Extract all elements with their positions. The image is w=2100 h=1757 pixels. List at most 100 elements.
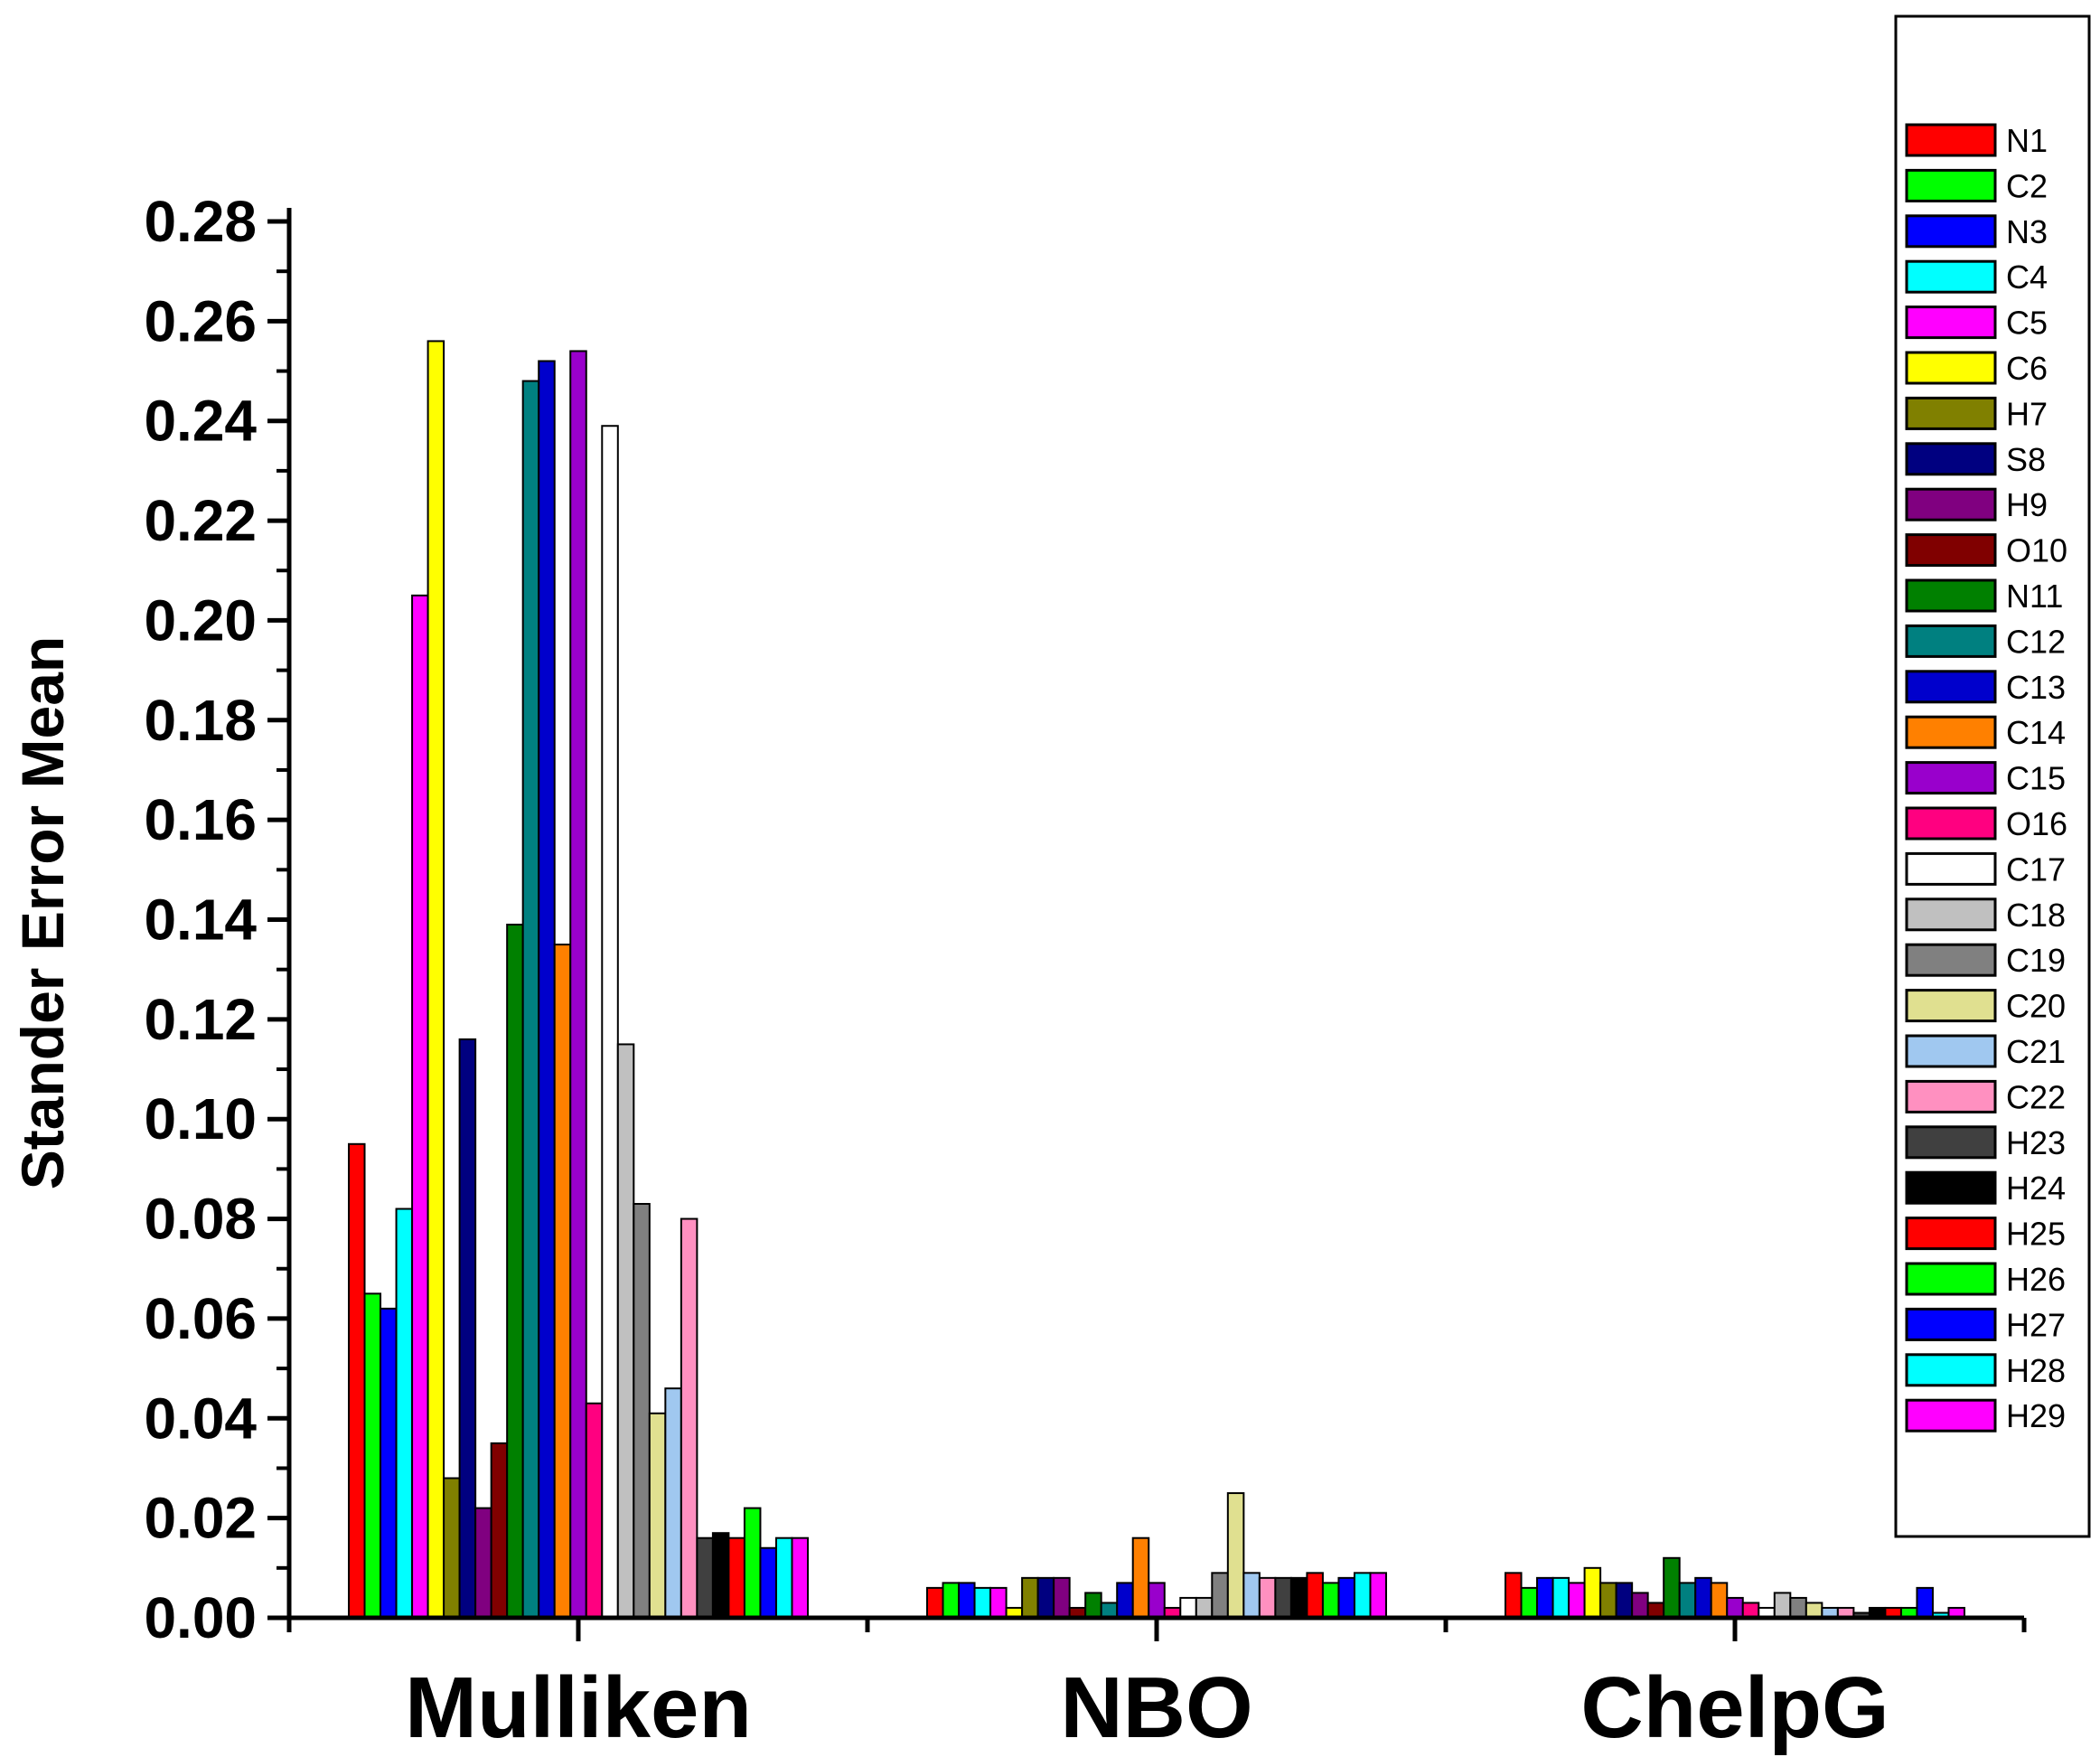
bar [1599,1582,1617,1620]
bar [743,1507,762,1619]
y-tick-label: 0.00 [144,1585,257,1650]
bar [1726,1596,1744,1620]
bar [1694,1576,1712,1619]
bar [696,1536,714,1619]
legend-label: C6 [2006,350,2048,387]
legend-swatch [1905,761,1997,795]
bar [616,1043,635,1619]
bar [1242,1572,1261,1619]
bar [1789,1596,1807,1620]
bar [664,1387,682,1620]
y-tick-label: 0.24 [144,389,257,454]
legend-swatch [1905,487,1997,521]
bar [1520,1586,1539,1620]
legend-label: C21 [2006,1033,2066,1070]
legend-label: C19 [2006,942,2066,979]
bar [1195,1596,1214,1620]
bar [1116,1582,1134,1620]
x-category-label: ChelpG [1580,1659,1889,1756]
bar [942,1582,961,1620]
legend-items: N1 C2 N3 C4 C5 C6 H7 S8 H9 O10 N11 C12 C13 C14 C15 O16 C… [1905,122,2067,1434]
bar [585,1402,604,1619]
y-tick-label: 0.16 [144,787,257,852]
legend-label: C18 [2006,897,2066,934]
y-tick-label: 0.18 [144,688,257,753]
legend-swatch [1905,624,1997,658]
legend-swatch [1905,1262,1997,1296]
y-tick-label: 0.04 [144,1386,257,1451]
plot-area: 0.00 0.02 0.04 0.06 0.08 0.10 0.12 0.14 0.16 0.18… [9,189,2027,1756]
bar [1631,1592,1649,1620]
legend-label: O10 [2006,532,2067,569]
legend-swatch [1905,989,1997,1023]
bar [521,380,540,1620]
bar [490,1442,509,1620]
bar [363,1292,382,1619]
legend-swatch [1905,305,1997,340]
bar [926,1586,944,1620]
legend-label: H23 [2006,1124,2066,1161]
bar [1615,1582,1634,1620]
legend-swatch [1905,442,1997,476]
legend-swatch [1905,1034,1997,1068]
bar [427,340,445,1619]
legend-swatch [1905,943,1997,977]
y-tick-label: 0.14 [144,888,257,953]
legend-label: S8 [2006,441,2046,478]
x-category-label: NBO [1060,1659,1252,1756]
legend-label: C2 [2006,167,2048,204]
legend-label: C17 [2006,850,2066,888]
legend-label: C14 [2006,714,2066,751]
bar [1258,1576,1277,1619]
legend-label: C5 [2006,305,2048,342]
bar [1916,1586,1934,1620]
legend: N1 C2 N3 C4 C5 C6 H7 S8 H9 O10 N11 C12 C13 C14 C15 O16 C… [1894,14,2091,1538]
bars [348,340,1965,1620]
bar [1211,1572,1229,1619]
bar [680,1217,698,1619]
bar [1678,1582,1697,1620]
legend-label: C12 [2006,623,2066,660]
legend-swatch [1905,806,1997,841]
bar [633,1203,651,1620]
y-ticks: 0.00 0.02 0.04 0.06 0.08 0.10 0.12 0.14 0.16 0.18… [144,189,289,1650]
bar [1505,1572,1523,1619]
bar [553,944,572,1619]
bar [1710,1582,1729,1620]
legend-label: C20 [2006,988,2066,1025]
bar [1226,1492,1245,1620]
y-tick-label: 0.22 [144,488,257,553]
legend-label: C13 [2006,669,2066,706]
y-tick-label: 0.20 [144,587,257,653]
y-tick-label: 0.08 [144,1187,257,1252]
legend-label: C15 [2006,760,2066,797]
legend-label: O16 [2006,805,2067,842]
bar [1663,1556,1681,1620]
legend-label: H9 [2006,486,2048,523]
legend-swatch [1905,1125,1997,1160]
bar [1053,1576,1071,1619]
bar [601,425,619,1620]
legend-swatch [1905,578,1997,613]
legend-swatch [1905,259,1997,294]
bar [727,1536,745,1619]
y-tick-label: 0.28 [144,189,257,254]
legend-swatch [1905,1353,1997,1387]
y-tick-label: 0.02 [144,1486,257,1551]
bar [1036,1576,1055,1619]
y-tick-label: 0.12 [144,987,257,1052]
legend-label: N11 [2006,578,2063,615]
legend-label: H28 [2006,1352,2066,1389]
bar [458,1038,477,1620]
bar [1337,1576,1355,1619]
y-tick-label: 0.26 [144,288,257,353]
bar [538,360,556,1619]
bar [1148,1582,1166,1620]
legend-swatch [1905,351,1997,385]
bar [759,1546,777,1619]
y-tick-label: 0.10 [144,1086,257,1151]
bar [958,1582,976,1620]
legend-swatch [1905,851,1997,886]
bar [774,1536,793,1619]
